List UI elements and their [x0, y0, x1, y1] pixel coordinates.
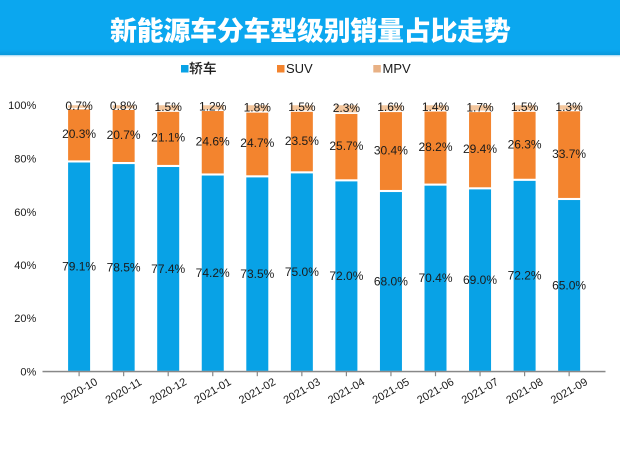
svg-text:1.7%: 1.7% — [466, 100, 494, 114]
svg-text:2021-01: 2021-01 — [192, 376, 233, 407]
svg-text:0.8%: 0.8% — [110, 99, 138, 113]
svg-text:77.4%: 77.4% — [151, 262, 185, 276]
svg-text:2020-11: 2020-11 — [104, 376, 144, 406]
svg-text:29.4%: 29.4% — [463, 142, 497, 156]
svg-text:68.0%: 68.0% — [374, 274, 408, 288]
svg-text:69.0%: 69.0% — [463, 273, 497, 287]
svg-text:40%: 40% — [14, 260, 36, 272]
svg-text:1.5%: 1.5% — [511, 100, 539, 114]
svg-text:2021-08: 2021-08 — [504, 376, 545, 407]
svg-text:79.1%: 79.1% — [62, 260, 96, 274]
svg-text:0.7%: 0.7% — [65, 99, 93, 113]
svg-text:60%: 60% — [14, 207, 36, 219]
svg-text:73.5%: 73.5% — [240, 267, 274, 281]
svg-text:2021-03: 2021-03 — [282, 376, 323, 407]
svg-text:23.5%: 23.5% — [285, 134, 319, 148]
svg-text:25.7%: 25.7% — [329, 139, 363, 153]
svg-text:2021-04: 2021-04 — [326, 376, 367, 407]
svg-text:20.3%: 20.3% — [62, 127, 96, 141]
svg-text:2.3%: 2.3% — [333, 101, 361, 115]
svg-text:1.5%: 1.5% — [155, 100, 183, 114]
svg-text:2021-02: 2021-02 — [237, 376, 278, 407]
svg-text:2020-10: 2020-10 — [59, 376, 100, 407]
svg-text:30.4%: 30.4% — [374, 143, 408, 157]
svg-text:1.8%: 1.8% — [244, 100, 272, 114]
svg-text:80%: 80% — [14, 154, 36, 166]
svg-text:1.5%: 1.5% — [288, 100, 316, 114]
svg-text:MPV: MPV — [383, 61, 412, 76]
svg-text:1.4%: 1.4% — [422, 100, 450, 114]
svg-text:20%: 20% — [14, 313, 36, 325]
svg-text:SUV: SUV — [286, 61, 313, 76]
svg-text:75.0%: 75.0% — [285, 265, 319, 279]
svg-text:20.7%: 20.7% — [107, 128, 141, 142]
svg-text:72.0%: 72.0% — [329, 269, 363, 283]
svg-text:33.7%: 33.7% — [552, 147, 586, 161]
svg-text:1.2%: 1.2% — [199, 100, 227, 114]
svg-text:28.2%: 28.2% — [418, 140, 452, 154]
svg-text:26.3%: 26.3% — [508, 138, 542, 152]
svg-text:21.1%: 21.1% — [151, 131, 185, 145]
svg-text:2021-09: 2021-09 — [549, 376, 590, 407]
svg-text:72.2%: 72.2% — [508, 269, 542, 283]
svg-text:74.2%: 74.2% — [196, 266, 230, 280]
svg-text:2021-07: 2021-07 — [460, 376, 501, 407]
svg-text:65.0%: 65.0% — [552, 278, 586, 292]
svg-text:78.5%: 78.5% — [107, 260, 141, 274]
svg-text:2021-06: 2021-06 — [415, 376, 456, 407]
svg-text:1.3%: 1.3% — [555, 100, 583, 114]
svg-text:0%: 0% — [20, 367, 36, 379]
svg-text:1.6%: 1.6% — [377, 100, 405, 114]
svg-text:24.7%: 24.7% — [240, 136, 274, 150]
svg-text:24.6%: 24.6% — [196, 135, 230, 149]
svg-text:2020-12: 2020-12 — [148, 376, 189, 407]
svg-text:2021-05: 2021-05 — [371, 376, 412, 407]
svg-text:100%: 100% — [8, 100, 36, 112]
svg-text:70.4%: 70.4% — [418, 271, 452, 285]
